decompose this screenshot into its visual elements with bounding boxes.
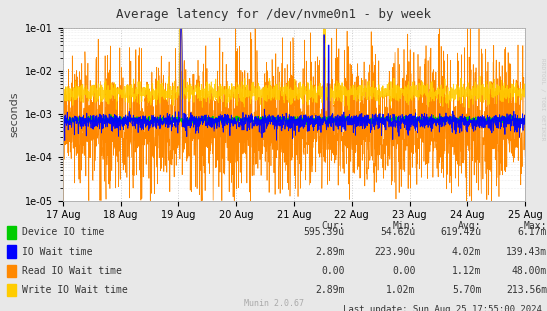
Text: 595.39u: 595.39u — [304, 227, 345, 237]
Text: 2.89m: 2.89m — [315, 285, 345, 295]
Text: 139.43m: 139.43m — [506, 247, 547, 257]
Text: IO Wait time: IO Wait time — [22, 247, 92, 257]
Text: 54.62u: 54.62u — [381, 227, 416, 237]
Text: 213.56m: 213.56m — [506, 285, 547, 295]
Text: 1.02m: 1.02m — [386, 285, 416, 295]
Text: Average latency for /dev/nvme0n1 - by week: Average latency for /dev/nvme0n1 - by we… — [116, 8, 431, 21]
Text: 4.02m: 4.02m — [452, 247, 481, 257]
Text: 48.00m: 48.00m — [512, 266, 547, 276]
Text: 2.89m: 2.89m — [315, 247, 345, 257]
Text: Read IO Wait time: Read IO Wait time — [22, 266, 122, 276]
Text: Cur:: Cur: — [321, 221, 345, 231]
Text: Last update: Sun Aug 25 17:55:00 2024: Last update: Sun Aug 25 17:55:00 2024 — [342, 305, 542, 311]
Text: 0.00: 0.00 — [392, 266, 416, 276]
Text: 6.17m: 6.17m — [517, 227, 547, 237]
Text: 0.00: 0.00 — [321, 266, 345, 276]
Text: Max:: Max: — [523, 221, 547, 231]
Text: 1.12m: 1.12m — [452, 266, 481, 276]
Y-axis label: seconds: seconds — [10, 91, 20, 137]
Text: RRDTOOL / TOBI OETIKER: RRDTOOL / TOBI OETIKER — [541, 58, 546, 141]
Text: Munin 2.0.67: Munin 2.0.67 — [243, 299, 304, 308]
Text: Write IO Wait time: Write IO Wait time — [22, 285, 127, 295]
Text: Device IO time: Device IO time — [22, 227, 104, 237]
Text: Min:: Min: — [392, 221, 416, 231]
Text: Avg:: Avg: — [458, 221, 481, 231]
Text: 5.70m: 5.70m — [452, 285, 481, 295]
Text: 619.42u: 619.42u — [440, 227, 481, 237]
Text: 223.90u: 223.90u — [375, 247, 416, 257]
